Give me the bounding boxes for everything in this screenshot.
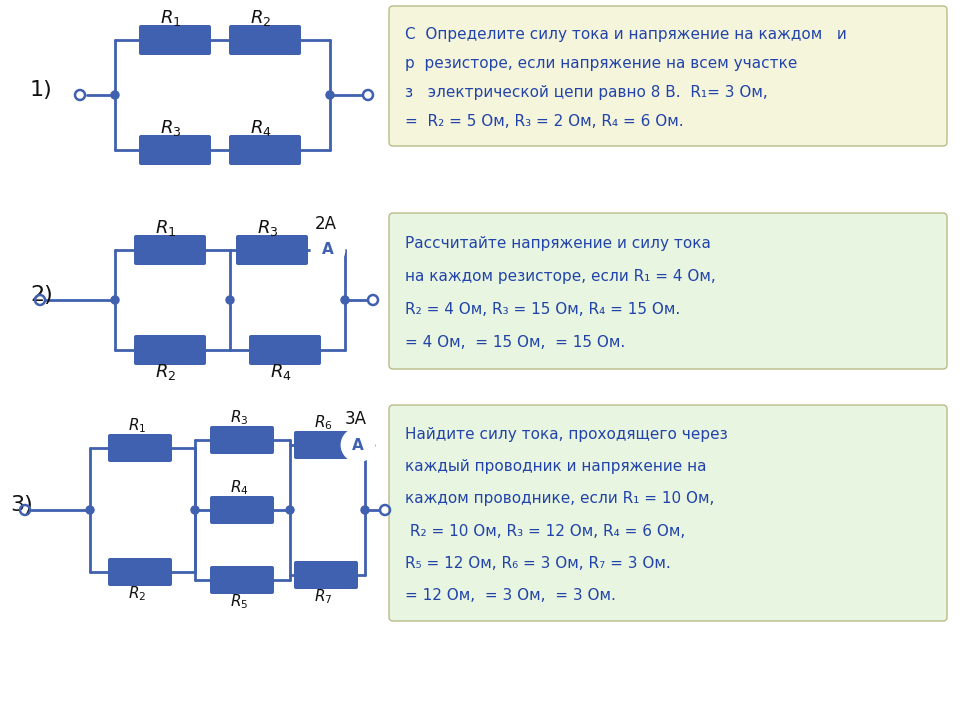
- Text: $R_3$: $R_3$: [160, 118, 181, 138]
- Circle shape: [361, 506, 369, 514]
- Text: A: A: [352, 438, 364, 452]
- FancyBboxPatch shape: [389, 213, 947, 369]
- FancyBboxPatch shape: [236, 235, 308, 265]
- Text: Рассчитайте напряжение и силу тока: Рассчитайте напряжение и силу тока: [405, 236, 710, 251]
- FancyBboxPatch shape: [389, 6, 947, 146]
- Text: $R_1$: $R_1$: [156, 218, 177, 238]
- Circle shape: [111, 91, 119, 99]
- Text: 3A: 3A: [345, 410, 367, 428]
- FancyBboxPatch shape: [210, 426, 274, 454]
- Circle shape: [341, 296, 349, 304]
- Text: каждый проводник и напряжение на: каждый проводник и напряжение на: [405, 459, 707, 474]
- Text: на каждом резисторе, если R₁ = 4 Ом,: на каждом резисторе, если R₁ = 4 Ом,: [405, 269, 716, 284]
- Text: R₅ = 12 Ом, R₆ = 3 Ом, R₇ = 3 Ом.: R₅ = 12 Ом, R₆ = 3 Ом, R₇ = 3 Ом.: [405, 556, 671, 570]
- Text: р  резисторе, если напряжение на всем участке: р резисторе, если напряжение на всем уча…: [405, 56, 798, 71]
- FancyBboxPatch shape: [294, 561, 358, 589]
- Text: $R_2$: $R_2$: [251, 8, 272, 28]
- Text: $R_3$: $R_3$: [257, 218, 278, 238]
- FancyBboxPatch shape: [139, 135, 211, 165]
- Text: $R_2$: $R_2$: [156, 362, 177, 382]
- FancyBboxPatch shape: [134, 235, 206, 265]
- FancyBboxPatch shape: [108, 434, 172, 462]
- Text: = 4 Ом,  = 15 Ом,  = 15 Ом.: = 4 Ом, = 15 Ом, = 15 Ом.: [405, 335, 625, 350]
- Text: $R_3$: $R_3$: [229, 409, 249, 428]
- Circle shape: [191, 506, 199, 514]
- FancyBboxPatch shape: [134, 335, 206, 365]
- FancyBboxPatch shape: [108, 558, 172, 586]
- Text: $R_4$: $R_4$: [251, 118, 272, 138]
- Text: = 12 Ом,  = 3 Ом,  = 3 Ом.: = 12 Ом, = 3 Ом, = 3 Ом.: [405, 588, 616, 603]
- Text: 2): 2): [30, 285, 53, 305]
- FancyBboxPatch shape: [210, 566, 274, 594]
- Text: $R_2$: $R_2$: [128, 585, 146, 603]
- Text: 2A: 2A: [315, 215, 337, 233]
- Text: R₂ = 4 Ом, R₃ = 15 Ом, R₄ = 15 Ом.: R₂ = 4 Ом, R₃ = 15 Ом, R₄ = 15 Ом.: [405, 302, 681, 317]
- Text: =  R₂ = 5 Ом, R₃ = 2 Ом, R₄ = 6 Ом.: = R₂ = 5 Ом, R₃ = 2 Ом, R₄ = 6 Ом.: [405, 114, 684, 129]
- FancyBboxPatch shape: [210, 496, 274, 524]
- Text: Найдите силу тока, проходящего через: Найдите силу тока, проходящего через: [405, 428, 728, 443]
- Text: R₂ = 10 Ом, R₃ = 12 Ом, R₄ = 6 Ом,: R₂ = 10 Ом, R₃ = 12 Ом, R₄ = 6 Ом,: [405, 523, 685, 539]
- FancyBboxPatch shape: [294, 431, 358, 459]
- FancyBboxPatch shape: [249, 335, 321, 365]
- Circle shape: [111, 296, 119, 304]
- Circle shape: [86, 506, 94, 514]
- Circle shape: [226, 296, 234, 304]
- Text: $R_1$: $R_1$: [128, 417, 146, 436]
- Text: 1): 1): [30, 80, 53, 100]
- FancyBboxPatch shape: [139, 25, 211, 55]
- FancyBboxPatch shape: [229, 25, 301, 55]
- Text: $R_4$: $R_4$: [229, 479, 249, 498]
- Circle shape: [342, 429, 374, 461]
- Text: $R_6$: $R_6$: [314, 414, 332, 432]
- Text: $R_5$: $R_5$: [229, 593, 249, 611]
- Text: С  Определите силу тока и напряжение на каждом   и: С Определите силу тока и напряжение на к…: [405, 27, 847, 42]
- FancyBboxPatch shape: [389, 405, 947, 621]
- Text: A: A: [323, 243, 334, 258]
- Circle shape: [286, 506, 294, 514]
- Text: $R_1$: $R_1$: [160, 8, 181, 28]
- Circle shape: [326, 91, 334, 99]
- Text: каждом проводнике, если R₁ = 10 Ом,: каждом проводнике, если R₁ = 10 Ом,: [405, 492, 714, 506]
- Circle shape: [312, 234, 344, 266]
- Text: $R_4$: $R_4$: [270, 362, 292, 382]
- Text: $R_7$: $R_7$: [314, 588, 332, 606]
- FancyBboxPatch shape: [229, 135, 301, 165]
- Text: 3): 3): [10, 495, 33, 515]
- Text: з   электрической цепи равно 8 В.  R₁= 3 Ом,: з электрической цепи равно 8 В. R₁= 3 Ом…: [405, 85, 768, 100]
